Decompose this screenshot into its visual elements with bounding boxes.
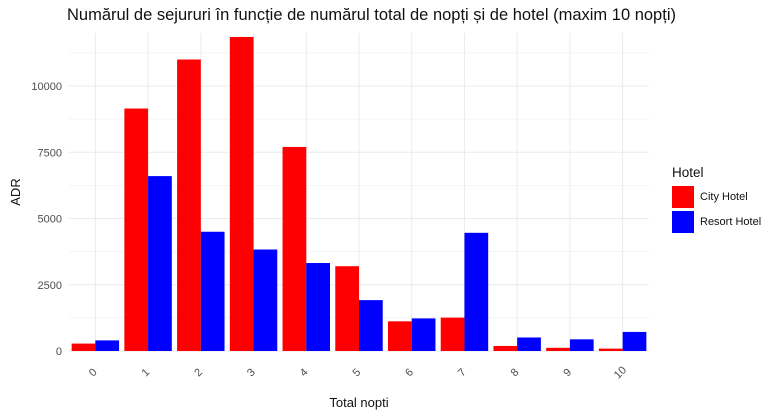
bar-resort-hotel-7	[464, 232, 489, 351]
y-tick-label: 5000	[38, 214, 62, 226]
legend-swatch-resort-hotel	[672, 210, 694, 233]
x-tick-label: 0	[87, 366, 100, 379]
bar-resort-hotel-10	[622, 331, 647, 351]
x-tick-label: 1	[140, 366, 153, 379]
legend: Hotel City Hotel Resort Hotel	[672, 165, 761, 234]
x-tick-label: 6	[403, 366, 416, 379]
bar-resort-hotel-6	[411, 318, 436, 351]
x-axis-title: Total nopti	[329, 395, 388, 410]
x-tick-label: 2	[192, 366, 205, 379]
bar-city-hotel-3	[229, 36, 254, 351]
y-tick-label: 10000	[31, 81, 62, 93]
chart-title: Numărul de sejururi în funcție de număru…	[67, 6, 676, 24]
bar-city-hotel-4	[282, 146, 307, 351]
bar-city-hotel-6	[388, 321, 412, 351]
legend-swatch-city-hotel	[672, 185, 694, 208]
bar-city-hotel-1	[124, 108, 149, 352]
x-tick-label: 9	[561, 366, 574, 379]
legend-title: Hotel	[672, 165, 704, 180]
x-tick-label: 4	[298, 366, 311, 379]
bar-resort-hotel-3	[253, 249, 278, 351]
y-tick-label: 0	[56, 346, 62, 358]
bar-city-hotel-10	[598, 348, 623, 351]
bar-city-hotel-9	[546, 347, 570, 351]
x-tick-label: 8	[509, 366, 522, 379]
bar-city-hotel-5	[335, 266, 359, 351]
legend-item-city-hotel: City Hotel	[672, 184, 761, 209]
bar-resort-hotel-2	[200, 231, 225, 351]
x-tick-label: 3	[245, 366, 258, 379]
bar-resort-hotel-1	[148, 176, 172, 351]
legend-label-resort-hotel: Resort Hotel	[700, 215, 762, 228]
bar-resort-hotel-8	[517, 337, 541, 351]
x-tick-label: 7	[456, 366, 469, 379]
bar-resort-hotel-0	[95, 340, 120, 351]
x-tick-label: 10	[612, 364, 629, 381]
y-tick-label: 2500	[38, 280, 62, 292]
y-tick-label: 7500	[38, 147, 62, 159]
legend-item-resort-hotel: Resort Hotel	[672, 209, 761, 234]
bar-resort-hotel-5	[359, 300, 383, 351]
bar-resort-hotel-4	[306, 263, 330, 351]
x-tick-label: 5	[350, 366, 363, 379]
bar-city-hotel-8	[493, 345, 518, 351]
bar-city-hotel-2	[177, 59, 201, 351]
bar-city-hotel-7	[440, 317, 465, 351]
y-axis-title: ADR	[8, 178, 23, 205]
legend-label-city-hotel: City Hotel	[700, 190, 748, 203]
bar-city-hotel-0	[71, 343, 96, 351]
bar-resort-hotel-9	[569, 339, 594, 351]
